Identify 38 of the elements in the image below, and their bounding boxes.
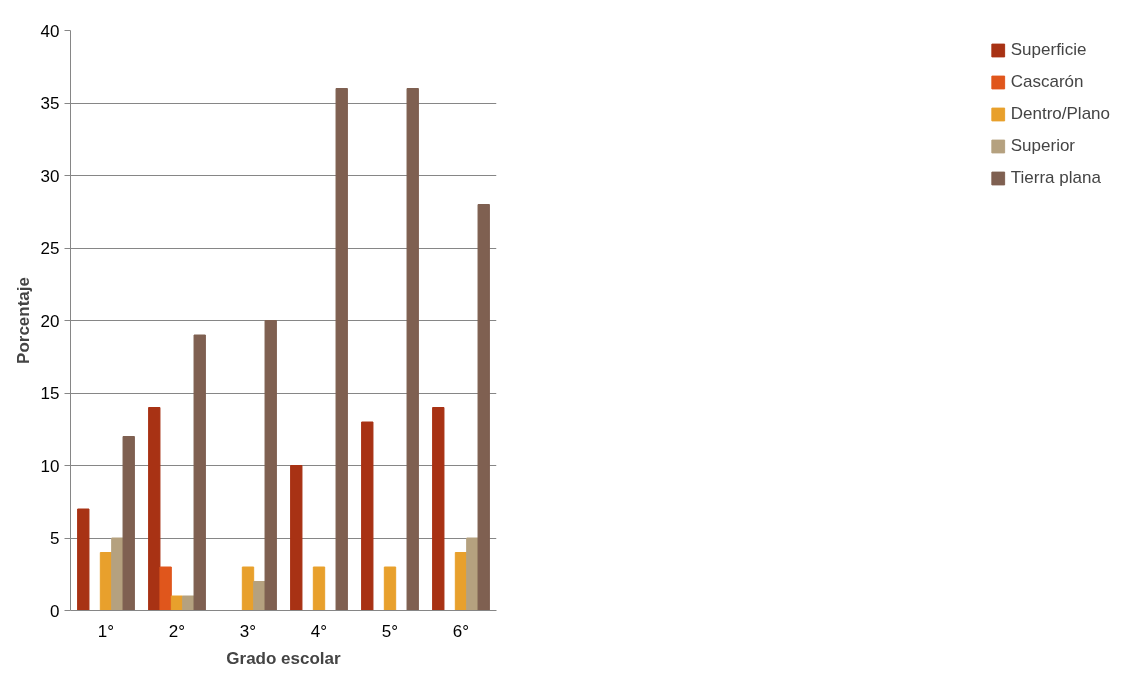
y-tick-label: 20 (40, 311, 60, 331)
bar (406, 88, 419, 611)
x-tick-label: 4° (310, 621, 328, 641)
legend-label: Superficie (1010, 40, 1087, 60)
bar (290, 465, 303, 611)
y-tick-label: 10 (40, 456, 60, 476)
bar (264, 320, 277, 611)
legend-label: Dentro/Plano (1010, 104, 1110, 124)
y-tick-label: 15 (40, 384, 60, 403)
y-tick-label: 35 (40, 94, 60, 113)
legend-label: Tierra plana (1010, 168, 1101, 188)
bar (477, 204, 490, 611)
bar (77, 508, 90, 611)
y-tick-label: 5 (50, 529, 60, 548)
y-tick-label: 30 (40, 166, 60, 186)
x-tick-label: 1° (97, 621, 115, 641)
bar (432, 407, 445, 611)
bar (159, 566, 172, 611)
bar (122, 436, 135, 611)
y-tick-label: 40 (40, 21, 60, 41)
x-axis-title: Grado escolar (226, 648, 342, 668)
legend-label: Cascarón (1010, 72, 1084, 92)
x-tick-label: 3° (239, 621, 257, 641)
bar (383, 566, 397, 611)
bar (170, 595, 184, 611)
y-tick-label: 0 (50, 601, 60, 621)
bar (312, 566, 326, 611)
legend-label: Superior (1010, 136, 1076, 156)
bar (361, 421, 374, 611)
y-axis-title: Porcentaje (13, 277, 33, 364)
bar (335, 88, 348, 611)
x-tick-label: 6° (452, 621, 470, 641)
x-tick-label: 2° (168, 621, 186, 641)
bar (148, 407, 161, 611)
bar (241, 566, 255, 611)
bar (193, 334, 206, 611)
y-tick-label: 25 (40, 239, 60, 258)
x-tick-label: 5° (381, 621, 399, 641)
